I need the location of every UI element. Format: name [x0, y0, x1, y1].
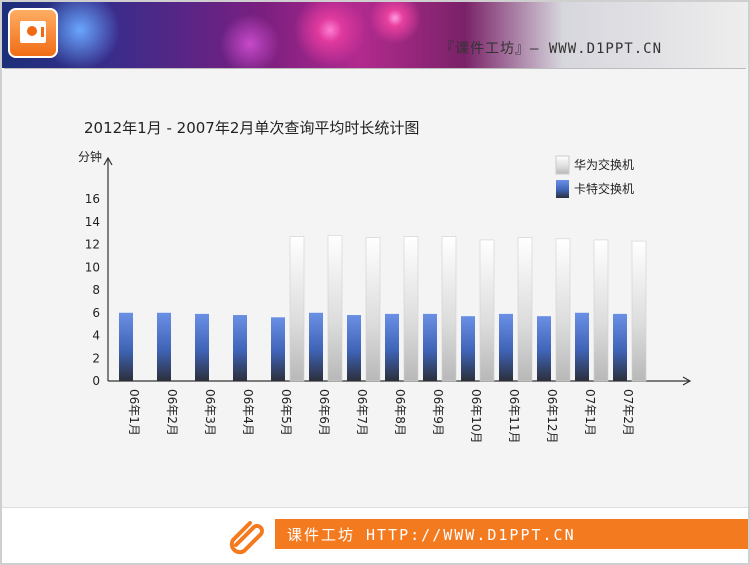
bar-huawei — [403, 236, 419, 382]
bar-kate — [347, 315, 361, 381]
bar-kate — [499, 313, 513, 381]
brand-text: 『课件工坊』— WWW.D1PPT.CN — [440, 41, 663, 57]
bar-huawei — [441, 236, 457, 382]
y-tick-label: 8 — [92, 283, 100, 297]
y-axis-label: 分钟 — [78, 149, 102, 164]
bar-huawei — [289, 236, 305, 382]
x-tick-label: 06年5月 — [279, 389, 293, 436]
bar-huawei — [555, 238, 571, 382]
chart-title: 2012年1月 - 2007年2月单次查询平均时长统计图 — [84, 119, 420, 137]
x-tick-label: 06年9月 — [431, 389, 445, 436]
paperclip-icon — [229, 521, 264, 555]
x-tick-label: 07年2月 — [621, 389, 635, 436]
y-tick-label: 12 — [85, 238, 100, 252]
bar-kate — [195, 313, 209, 381]
x-tick-label: 06年8月 — [393, 389, 407, 436]
bar-kate — [309, 312, 323, 381]
y-tick-label: 10 — [85, 260, 100, 274]
legend-label: 卡特交换机 — [574, 181, 634, 196]
header-divider — [4, 68, 746, 69]
legend-swatch — [556, 180, 569, 198]
x-tick-label: 06年11月 — [507, 389, 521, 444]
x-tick-label: 06年7月 — [355, 389, 369, 436]
x-tick-label: 06年2月 — [165, 389, 179, 436]
presentation-logo-icon — [8, 8, 58, 58]
x-tick-label: 06年3月 — [203, 389, 217, 436]
bar-kate — [613, 313, 627, 381]
y-tick-label: 2 — [92, 351, 100, 365]
bar-huawei — [517, 237, 533, 382]
legend-label: 华为交换机 — [574, 157, 634, 172]
bar-huawei — [479, 239, 495, 382]
footer-text: 课件工坊 HTTP://WWW.D1PPT.CN — [287, 526, 576, 544]
x-axis-arrow — [682, 376, 692, 386]
x-tick-label: 06年6月 — [317, 389, 331, 436]
x-tick-label: 06年4月 — [241, 389, 255, 436]
bar-huawei — [593, 239, 609, 382]
bar-kate — [461, 316, 475, 381]
y-tick-label: 6 — [92, 306, 100, 320]
bar-huawei — [631, 240, 647, 382]
header-banner: 『课件工坊』— WWW.D1PPT.CN — [0, 0, 750, 68]
y-tick-label: 14 — [85, 215, 100, 229]
bar-kate — [537, 316, 551, 381]
x-tick-label: 06年12月 — [545, 389, 559, 444]
x-tick-label: 06年1月 — [127, 389, 141, 436]
x-tick-label: 07年1月 — [583, 389, 597, 436]
bar-kate — [157, 312, 171, 381]
bar-kate — [575, 312, 589, 381]
bar-kate — [423, 313, 437, 381]
y-tick-label: 4 — [92, 329, 100, 343]
bar-kate — [385, 313, 399, 381]
y-tick-label: 0 — [92, 374, 100, 388]
legend-swatch — [555, 155, 570, 175]
bar-kate — [271, 317, 285, 381]
footer-bar — [275, 519, 750, 549]
bar-huawei — [327, 235, 343, 382]
x-tick-label: 06年10月 — [469, 389, 483, 444]
bar-kate — [233, 315, 247, 381]
bar-huawei — [365, 237, 381, 382]
bar-kate — [119, 312, 133, 381]
y-tick-label: 16 — [85, 192, 100, 206]
y-axis-arrow — [103, 156, 113, 166]
